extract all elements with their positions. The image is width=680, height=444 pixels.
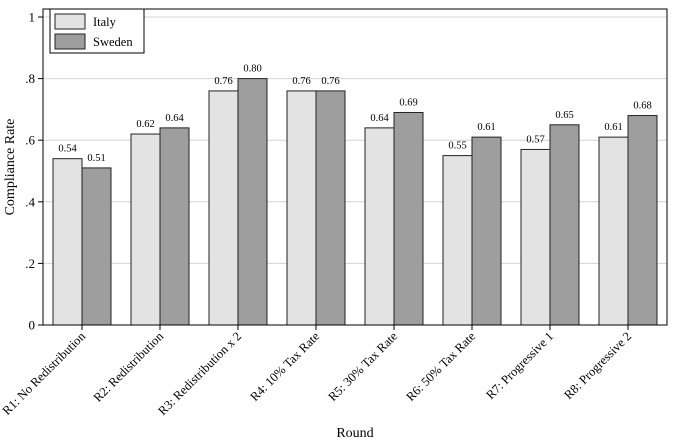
y-tick-label: 0 [29,318,36,333]
data-label-italy-r5: 0.64 [370,113,389,124]
x-tick-label: R5: 30% Tax Rate [325,329,400,404]
data-label-sweden-r3: 0.80 [243,64,261,75]
bar-italy-r1 [52,158,83,326]
bar-sweden-r4 [315,90,346,326]
bar-sweden-r6 [471,136,502,326]
bar-italy-r2 [130,133,161,326]
bars [52,78,658,326]
legend-label-italy: Italy [93,15,117,29]
bar-italy-r3 [208,90,239,326]
data-label-italy-r2: 0.62 [136,119,154,130]
x-tick-label: R3: Redistribution x 2 [155,329,244,418]
bar-sweden-r8 [627,115,658,326]
legend: Italy Sweden [49,8,145,54]
x-tick-label: R6: 50% Tax Rate [403,329,478,404]
bar-italy-r5 [364,127,395,326]
x-tick-label: R7: Progressive 1 [483,329,556,402]
data-label-sweden-r5: 0.69 [399,97,417,108]
data-label-italy-r3: 0.76 [214,76,232,87]
bar-italy-r8 [598,136,629,326]
data-labels: 0.54 0.51 0.62 0.64 0.76 0.80 0.76 0.76 0.64 0.69… [58,64,651,164]
legend-swatch-sweden [54,33,86,50]
data-label-sweden-r6: 0.61 [477,122,495,133]
data-label-italy-r1: 0.54 [58,144,77,155]
x-tick-label: R2: Redistribution [91,329,167,405]
axes: 0 .2 .4 .6 .8 1 [25,8,668,333]
x-tick-label: R4: 10% Tax Rate [247,329,322,404]
legend-swatch-italy [54,13,86,30]
bar-italy-r4 [286,90,317,326]
x-axis-title: Round [336,426,373,441]
data-label-sweden-r2: 0.64 [165,113,184,124]
data-label-sweden-r8: 0.68 [633,101,651,112]
data-label-italy-r7: 0.57 [526,134,544,145]
y-tick-label: .4 [25,194,35,209]
x-tick-label: R8: Progressive 2 [561,329,634,402]
data-label-sweden-r7: 0.65 [555,110,573,121]
data-label-sweden-r1: 0.51 [87,153,105,164]
bar-sweden-r3 [237,78,268,326]
plot-frame [42,8,668,326]
category-labels: R1: No Redistribution R2: RedistributionR… [0,329,634,418]
bar-sweden-r7 [549,124,580,326]
data-label-italy-r8: 0.61 [604,122,622,133]
y-tick-label: .2 [25,256,35,271]
data-label-italy-r4: 0.76 [292,76,310,87]
y-tick-label: .8 [25,71,35,86]
bar-sweden-r1 [81,167,112,326]
bar-sweden-r5 [393,111,424,326]
data-label-sweden-r4: 0.76 [321,76,339,87]
y-axis-title: Compliance Rate [3,119,18,216]
legend-label-sweden: Sweden [93,35,133,49]
bar-italy-r7 [520,148,551,326]
y-tick-label: 1 [29,10,36,25]
y-tick-label: .6 [25,133,35,148]
bar-sweden-r2 [159,127,190,326]
bar-italy-r6 [442,155,473,326]
data-label-italy-r6: 0.55 [448,141,466,152]
x-tick-label: R1: No Redistribution [0,329,89,418]
